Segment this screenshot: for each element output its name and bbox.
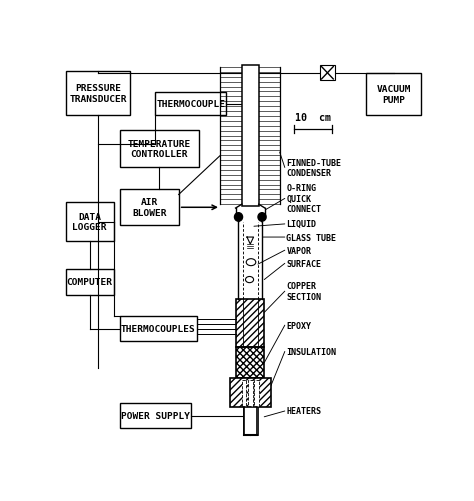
Bar <box>120 130 199 168</box>
Text: SURFACE: SURFACE <box>286 260 321 269</box>
Bar <box>254 381 259 406</box>
Bar <box>120 189 179 226</box>
Bar <box>230 378 271 407</box>
Bar <box>242 381 246 406</box>
Text: 10  cm: 10 cm <box>295 113 331 123</box>
Bar <box>155 93 227 116</box>
Bar <box>237 348 264 378</box>
Bar <box>366 74 421 116</box>
Text: THERMOCOUPLES: THERMOCOUPLES <box>121 325 196 334</box>
Text: VACUUM
PUMP: VACUUM PUMP <box>376 85 411 105</box>
Text: COMPUTER: COMPUTER <box>67 278 113 287</box>
Text: FINNED-TUBE
CONDENSER: FINNED-TUBE CONDENSER <box>286 158 341 178</box>
Text: LIQUID: LIQUID <box>286 220 316 229</box>
Text: TEMPERATURE
CONTROLLER: TEMPERATURE CONTROLLER <box>128 140 191 159</box>
Text: AIR
BLOWER: AIR BLOWER <box>132 198 166 217</box>
Bar <box>220 68 280 205</box>
Bar <box>242 66 259 207</box>
Bar <box>66 72 130 116</box>
Circle shape <box>235 213 243 222</box>
Text: DATA
LOGGER: DATA LOGGER <box>73 212 107 232</box>
Text: POWER SUPPLY: POWER SUPPLY <box>121 411 190 420</box>
Text: O-RING
QUICK
CONNECT: O-RING QUICK CONNECT <box>286 184 321 214</box>
Text: HEATERS: HEATERS <box>286 407 321 416</box>
Text: PRESSURE
TRANSDUCER: PRESSURE TRANSDUCER <box>69 84 127 104</box>
Bar <box>66 269 114 296</box>
Bar <box>120 317 197 342</box>
Ellipse shape <box>246 259 256 266</box>
Bar <box>66 203 114 241</box>
Bar <box>237 299 264 348</box>
Text: GLASS TUBE: GLASS TUBE <box>286 233 336 242</box>
Circle shape <box>258 213 266 222</box>
Text: INSULATION: INSULATION <box>286 347 336 356</box>
Text: EPOXY: EPOXY <box>286 321 311 330</box>
Ellipse shape <box>246 277 254 283</box>
Text: VAPOR: VAPOR <box>286 246 311 255</box>
Text: COPPER
SECTION: COPPER SECTION <box>286 282 321 301</box>
Bar <box>320 66 335 81</box>
Bar <box>248 381 253 406</box>
Text: THERMOCOUPLE: THERMOCOUPLE <box>156 100 226 109</box>
Bar <box>244 407 257 435</box>
Bar <box>120 403 191 428</box>
Bar <box>236 208 264 222</box>
